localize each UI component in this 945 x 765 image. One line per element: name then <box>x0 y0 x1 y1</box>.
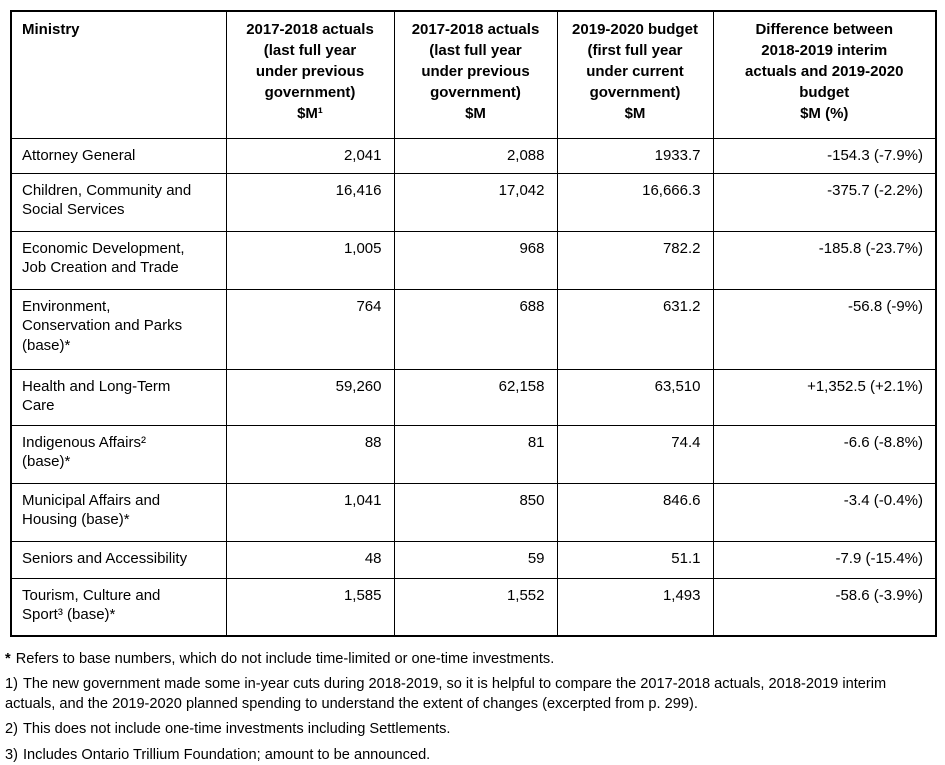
difference-value: -6.6 (-8.8%) <box>712 424 937 484</box>
table-row-tourism-culture-sport: Tourism, Culture and Sport³ (base)* 1,58… <box>10 577 937 637</box>
actuals-b-value: 81 <box>393 424 558 484</box>
difference-value: +1,352.5 (+2.1%) <box>712 368 937 426</box>
footnote-1: 1) The new government made some in-year c… <box>5 674 940 714</box>
ministry-name: Environment, Conservation and Parks (bas… <box>10 288 227 370</box>
actuals-a-value: 48 <box>225 540 395 579</box>
actuals-b-value: 850 <box>393 482 558 542</box>
actuals-b-value: 59 <box>393 540 558 579</box>
ministry-name: Economic Development, Job Creation and T… <box>10 230 227 290</box>
footnote-marker: * <box>5 651 11 667</box>
footnote-marker: 2) <box>5 721 18 738</box>
difference-value: -185.8 (-23.7%) <box>712 230 937 290</box>
budget-value: 16,666.3 <box>556 172 714 232</box>
difference-value: -7.9 (-15.4%) <box>712 540 937 579</box>
budget-value: 631.2 <box>556 288 714 370</box>
table-row-attorney-general: Attorney General 2,041 2,088 1933.7 -154… <box>10 137 937 174</box>
ministry-name: Municipal Affairs and Housing (base)* <box>10 482 227 542</box>
table-row-indigenous-affairs: Indigenous Affairs² (base)* 88 81 74.4 -… <box>10 424 937 484</box>
actuals-b-value: 688 <box>393 288 558 370</box>
footnotes: * Refers to base numbers, which do not in… <box>5 649 940 765</box>
difference-value: -3.4 (-0.4%) <box>712 482 937 542</box>
actuals-a-value: 764 <box>225 288 395 370</box>
footnote-3: 3) Includes Ontario Trillium Foundation; … <box>5 745 940 765</box>
actuals-a-value: 16,416 <box>225 172 395 232</box>
actuals-a-value: 1,041 <box>225 482 395 542</box>
difference-value: -154.3 (-7.9%) <box>712 137 937 174</box>
budget-value: 782.2 <box>556 230 714 290</box>
column-header-difference: Difference between 2018-2019 interim act… <box>712 10 937 139</box>
column-header-2017-2018-actuals-1: 2017-2018 actuals (last full year under … <box>225 10 395 139</box>
actuals-a-value: 2,041 <box>225 137 395 174</box>
difference-value: -58.6 (-3.9%) <box>712 577 937 637</box>
ministry-name: Tourism, Culture and Sport³ (base)* <box>10 577 227 637</box>
ministry-name: Indigenous Affairs² (base)* <box>10 424 227 484</box>
column-header-ministry: Ministry <box>10 10 227 139</box>
actuals-a-value: 1,585 <box>225 577 395 637</box>
actuals-a-value: 59,260 <box>225 368 395 426</box>
column-header-2019-2020-budget: 2019-2020 budget (first full year under … <box>556 10 714 139</box>
actuals-b-value: 2,088 <box>393 137 558 174</box>
budget-value: 74.4 <box>556 424 714 484</box>
budget-value: 846.6 <box>556 482 714 542</box>
table-row-health-long-term-care: Health and Long-Term Care 59,260 62,158 … <box>10 368 937 426</box>
budget-value: 1933.7 <box>556 137 714 174</box>
table-row-municipal-affairs-housing: Municipal Affairs and Housing (base)* 1,… <box>10 482 937 542</box>
actuals-b-value: 968 <box>393 230 558 290</box>
actuals-b-value: 62,158 <box>393 368 558 426</box>
footnote-marker: 1) <box>5 676 18 693</box>
ministry-name: Attorney General <box>10 137 227 174</box>
actuals-a-value: 88 <box>225 424 395 484</box>
ministry-name: Health and Long-Term Care <box>10 368 227 426</box>
footnote-text: Includes Ontario Trillium Foundation; am… <box>22 746 431 763</box>
difference-value: -56.8 (-9%) <box>712 288 937 370</box>
budget-value: 1,493 <box>556 577 714 637</box>
footnote-2: 2) This does not include one-time investm… <box>5 719 940 739</box>
actuals-a-value: 1,005 <box>225 230 395 290</box>
table-row-environment-conservation-parks: Environment, Conservation and Parks (bas… <box>10 288 937 370</box>
budget-value: 63,510 <box>556 368 714 426</box>
actuals-b-value: 1,552 <box>393 577 558 637</box>
actuals-b-value: 17,042 <box>393 172 558 232</box>
table-row-economic-development: Economic Development, Job Creation and T… <box>10 230 937 290</box>
header-row: Ministry 2017-2018 actuals (last full ye… <box>10 10 937 139</box>
ministry-name: Children, Community and Social Services <box>10 172 227 232</box>
ministry-budget-table: Ministry 2017-2018 actuals (last full ye… <box>10 10 937 637</box>
table-row-seniors-accessibility: Seniors and Accessibility 48 59 51.1 -7.… <box>10 540 937 579</box>
table-row-children-community-social-services: Children, Community and Social Services … <box>10 172 937 232</box>
footnote-base-numbers: * Refers to base numbers, which do not in… <box>5 649 940 669</box>
footnote-text: The new government made some in-year cut… <box>5 676 887 713</box>
footnote-marker: 3) <box>5 746 18 763</box>
ministry-name: Seniors and Accessibility <box>10 540 227 579</box>
footnote-text: Refers to base numbers, which do not inc… <box>15 651 555 667</box>
difference-value: -375.7 (-2.2%) <box>712 172 937 232</box>
column-header-2017-2018-actuals-2: 2017-2018 actuals (last full year under … <box>393 10 558 139</box>
budget-value: 51.1 <box>556 540 714 579</box>
footnote-text: This does not include one-time investmen… <box>22 721 451 738</box>
page: Ministry 2017-2018 actuals (last full ye… <box>0 10 945 763</box>
